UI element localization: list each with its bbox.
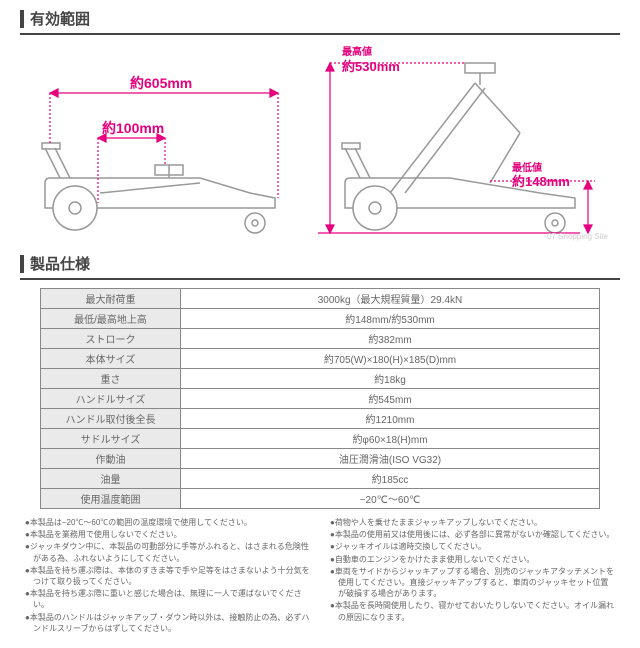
table-row: サドルサイズ約φ60×18(H)mm <box>41 429 600 449</box>
header-bar-2 <box>20 255 24 273</box>
table-row: ハンドルサイズ約545mm <box>41 389 600 409</box>
spec-value: 油圧潤滑油(ISO VG32) <box>181 449 600 469</box>
dim-front-label: 約100mm <box>102 120 164 136</box>
range-title: 有効範囲 <box>30 8 90 29</box>
header-bar <box>20 10 24 28</box>
spec-label: ハンドル取付後全長 <box>41 409 181 429</box>
spec-value: 約382mm <box>181 329 600 349</box>
notes-area: ●本製品は−20℃～60℃の範囲の温度環境で使用してください。●本製品を業務用で… <box>25 517 615 635</box>
spec-label: 使用温度範囲 <box>41 489 181 509</box>
table-row: ストローク約382mm <box>41 329 600 349</box>
spec-label: 重さ <box>41 369 181 389</box>
table-row: 最低/最高地上高約148mm/約530mm <box>41 309 600 329</box>
dim-max-prefix: 最高値 <box>342 45 372 58</box>
note-item: ●自動車のエンジンをかけたまま使用しないでください。 <box>330 554 615 565</box>
spec-value: −20℃～60℃ <box>181 489 600 509</box>
spec-label: 本体サイズ <box>41 349 181 369</box>
spec-label: ハンドルサイズ <box>41 389 181 409</box>
note-item: ●本製品を持ち運ぶ際は、本体のすきま等で手や足等をはさまないよう十分気をつけて取… <box>25 565 310 587</box>
spec-value: 約1210mm <box>181 409 600 429</box>
spec-table: 最大耐荷重3000kg（最大規程質量）29.4kN最低/最高地上高約148mm/… <box>40 288 600 509</box>
dim-min-prefix: 最低値 <box>512 161 542 174</box>
section-header-spec: 製品仕様 <box>20 253 620 274</box>
spec-value: 約545mm <box>181 389 600 409</box>
spec-value: 約148mm/約530mm <box>181 309 600 329</box>
dim-width-label: 約605mm <box>130 75 192 91</box>
table-row: 油量約185cc <box>41 469 600 489</box>
notes-left-col: ●本製品は−20℃～60℃の範囲の温度環境で使用してください。●本製品を業務用で… <box>25 517 310 635</box>
diagram-area: 約605mm 約100mm <box>20 43 620 243</box>
spec-value: 約φ60×18(H)mm <box>181 429 600 449</box>
spec-label: 最大耐荷重 <box>41 289 181 309</box>
note-item: ●ジャッキダウン中に、本製品の可動部分に手等がふれると、はさまれる危険性がある為… <box>25 541 310 563</box>
table-row: 作動油油圧潤滑油(ISO VG32) <box>41 449 600 469</box>
dim-max-label: 約530mm <box>342 59 400 74</box>
spec-label: 最低/最高地上高 <box>41 309 181 329</box>
note-item: ●ジャッキオイルは適時交換してください。 <box>330 541 615 552</box>
note-item: ●車両をサイドからジャッキアップする場合、別売のジャッキアタッチメントを使用して… <box>330 566 615 600</box>
table-row: 最大耐荷重3000kg（最大規程質量）29.4kN <box>41 289 600 309</box>
header-underline-2 <box>20 278 620 280</box>
note-item: ●本製品を業務用で使用しないでください。 <box>25 529 310 540</box>
table-row: ハンドル取付後全長約1210mm <box>41 409 600 429</box>
spec-value: 3000kg（最大規程質量）29.4kN <box>181 289 600 309</box>
section-header-range: 有効範囲 <box>20 8 620 29</box>
note-item: ●本製品の使用前又は使用後には、必ず各部に異常がないか確認してください。 <box>330 529 615 540</box>
table-row: 本体サイズ約705(W)×180(H)×185(D)mm <box>41 349 600 369</box>
table-row: 使用温度範囲−20℃～60℃ <box>41 489 600 509</box>
spec-label: サドルサイズ <box>41 429 181 449</box>
notes-right-col: ●荷物や人を乗せたままジャッキアップしないでください。●本製品の使用前又は使用後… <box>330 517 615 635</box>
table-row: 重さ約18kg <box>41 369 600 389</box>
note-item: ●本製品を長時間使用したり、寝かせておいたりしないでください。オイル漏れの原因に… <box>330 600 615 622</box>
note-item: ●本製品のハンドルはジャッキアップ・ダウン時以外は、接触防止の為、必ずハンドルス… <box>25 612 310 634</box>
spec-value: 約18kg <box>181 369 600 389</box>
spec-title: 製品仕様 <box>30 253 90 274</box>
spec-label: ストローク <box>41 329 181 349</box>
note-item: ●本製品は−20℃～60℃の範囲の温度環境で使用してください。 <box>25 517 310 528</box>
spec-label: 油量 <box>41 469 181 489</box>
spec-label: 作動油 <box>41 449 181 469</box>
jack-diagram: 約605mm 約100mm <box>20 43 620 243</box>
watermark: 07 Shopping Site <box>547 232 608 241</box>
note-item: ●荷物や人を乗せたままジャッキアップしないでください。 <box>330 517 615 528</box>
spec-value: 約185cc <box>181 469 600 489</box>
header-underline <box>20 33 620 35</box>
dim-min-label: 約148mm <box>512 174 570 189</box>
note-item: ●本製品を持ち運ぶ際に重いと感じた場合は、無理に一人で運ばないでください。 <box>25 588 310 610</box>
spec-value: 約705(W)×180(H)×185(D)mm <box>181 349 600 369</box>
